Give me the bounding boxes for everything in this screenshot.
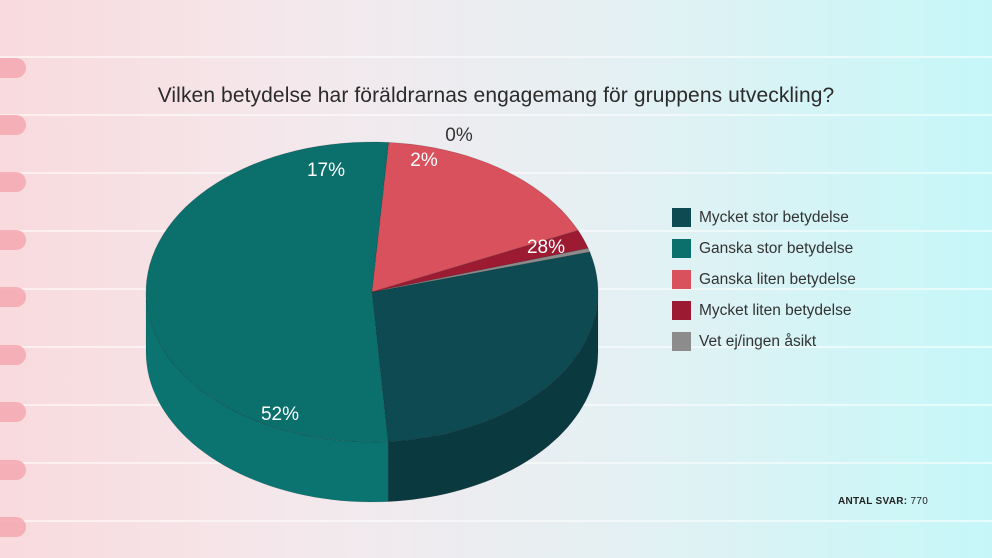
pie-slice	[371, 247, 591, 293]
data-label: 2%	[410, 150, 438, 171]
response-count-value: 770	[910, 496, 929, 507]
notebook-hole	[0, 115, 26, 135]
notebook-holes	[0, 0, 26, 558]
notebook-hole	[0, 517, 26, 537]
notebook-hole	[0, 402, 26, 422]
legend-label: Vet ej/ingen åsikt	[699, 332, 817, 350]
legend-swatch	[672, 301, 691, 320]
pie-slice-side	[145, 291, 389, 503]
notebook-hole	[0, 58, 26, 78]
data-label: 17%	[307, 160, 345, 181]
legend-label: Ganska stor betydelse	[699, 239, 854, 257]
legend-label: Mycket liten betydelse	[699, 301, 852, 319]
legend-item: Ganska stor betydelse	[672, 233, 856, 264]
legend-label: Ganska liten betydelse	[699, 270, 856, 288]
notebook-hole	[0, 287, 26, 307]
response-count: ANTAL SVAR: 770	[838, 496, 928, 507]
legend-item: Mycket liten betydelse	[672, 295, 856, 326]
notebook-hole	[0, 345, 26, 365]
chart-title: Vilken betydelse har föräldrarnas engage…	[157, 84, 835, 107]
notebook-hole	[0, 230, 26, 250]
data-label: 0%	[445, 125, 473, 146]
response-count-label: ANTAL SVAR:	[838, 496, 908, 507]
legend-swatch	[672, 208, 691, 227]
legend-label: Mycket stor betydelse	[699, 208, 849, 226]
legend-item: Mycket stor betydelse	[672, 202, 856, 233]
notebook-hole	[0, 460, 26, 480]
legend-item: Vet ej/ingen åsikt	[672, 326, 856, 357]
legend-swatch	[672, 239, 691, 258]
legend-swatch	[672, 332, 691, 351]
legend-item: Ganska liten betydelse	[672, 264, 856, 295]
pie-slice	[371, 141, 579, 293]
notebook-hole	[0, 172, 26, 192]
legend-swatch	[672, 270, 691, 289]
legend: Mycket stor betydelse Ganska stor betydel…	[672, 202, 856, 357]
pie-slice	[145, 141, 390, 443]
pie-slice	[371, 251, 599, 443]
data-label: 52%	[261, 404, 299, 425]
data-label: 28%	[527, 237, 565, 258]
